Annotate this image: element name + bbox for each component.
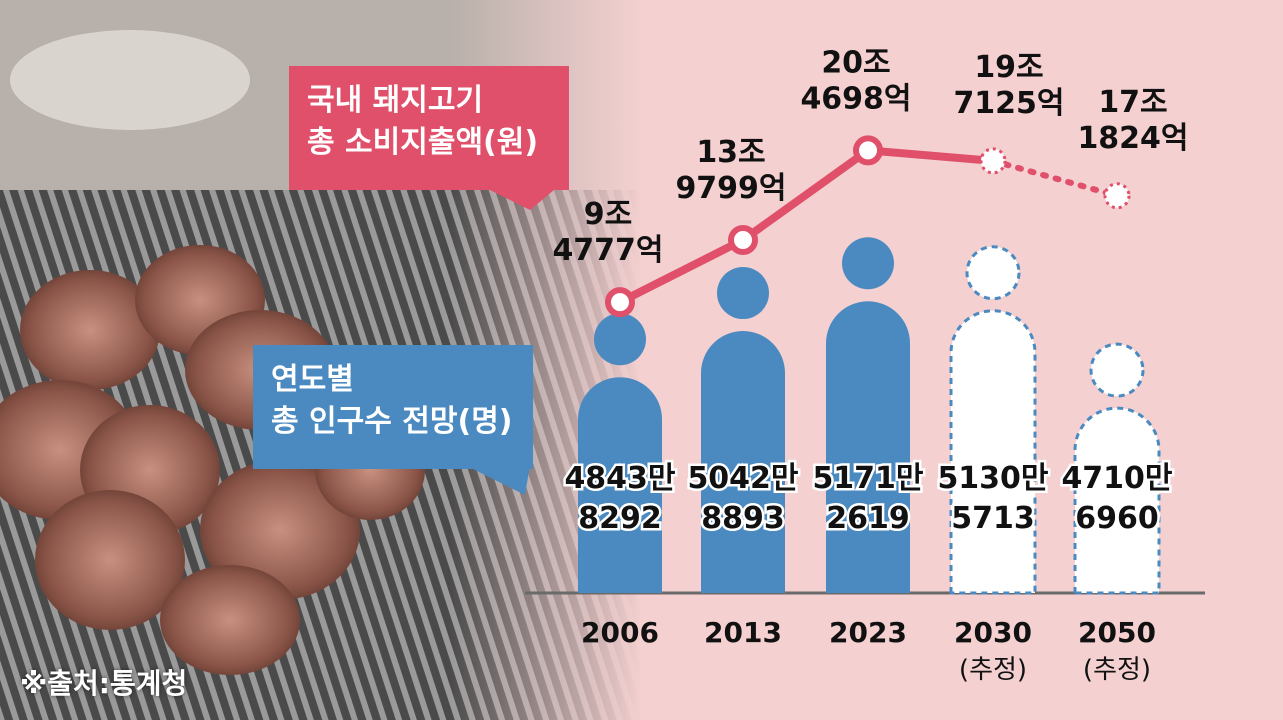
spending-line-segment — [616, 235, 747, 307]
year-label-2023: 2023 — [829, 616, 907, 649]
spending-value-top: 17조 — [1098, 85, 1167, 120]
population-bar-2013 — [701, 331, 785, 593]
pork-title-line2: 총 소비지출액(원) — [307, 125, 539, 160]
spending-point-2050 — [1103, 182, 1131, 210]
population-value-bottom: 2619 — [826, 501, 910, 536]
spending-value-bottom: 4698억 — [800, 81, 911, 116]
spending-point-2023 — [853, 135, 883, 166]
population-bar-2050 — [1073, 406, 1161, 595]
population-callout-tail — [465, 465, 530, 495]
population-value-top: 4710만 — [1061, 461, 1172, 496]
population-value-top: 5171만 — [812, 461, 923, 496]
pork-title-line1: 국내 돼지고기 — [307, 83, 484, 118]
pop-title-line2: 총 인구수 전망(명) — [271, 404, 513, 439]
year-label-2006: 2006 — [581, 616, 659, 649]
population-value-bottom: 8893 — [701, 501, 785, 536]
population-head-2023 — [842, 237, 894, 290]
spending-point-2013 — [728, 224, 758, 255]
spending-value-bottom: 1824억 — [1077, 121, 1188, 156]
population-value-top: 4843만 — [564, 461, 675, 496]
population-value-bottom: 6960 — [1075, 501, 1159, 536]
year-note-2050: (추정) — [1083, 655, 1151, 685]
population-value-bottom: 5713 — [951, 501, 1035, 536]
population-head-2050 — [1089, 342, 1145, 398]
spending-point-2006 — [605, 287, 635, 318]
year-note-2030: (추정) — [959, 655, 1027, 685]
source-note: ※출처:통계청 — [20, 667, 188, 700]
population-head-2030 — [965, 245, 1021, 301]
population-bar-2006 — [578, 377, 662, 593]
population-bar-2023 — [826, 301, 910, 593]
spending-value-top: 13조 — [696, 135, 765, 170]
population-value-top: 5042만 — [687, 461, 798, 496]
population-head-2006 — [594, 313, 646, 366]
year-label-2030: 2030 — [954, 616, 1032, 649]
pork-callout-tail — [480, 185, 560, 210]
spending-line-segment — [739, 146, 872, 244]
pop-title-line1: 연도별 — [271, 362, 354, 397]
spending-value-bottom: 9799억 — [675, 171, 786, 206]
spending-value-bottom: 4777억 — [552, 233, 663, 268]
spending-value-bottom: 7125억 — [953, 86, 1064, 121]
population-bar-2030 — [949, 309, 1037, 595]
pork-spending-title-box: 국내 돼지고기 총 소비지출액(원) — [289, 66, 569, 190]
spending-value-top: 19조 — [974, 50, 1043, 85]
spending-value-top: 9조 — [584, 197, 632, 232]
spending-line-segment — [864, 146, 997, 165]
spending-point-2030 — [979, 147, 1007, 175]
population-value-top: 5130만 — [937, 461, 1048, 496]
spending-value-top: 20조 — [821, 45, 890, 80]
year-label-2013: 2013 — [704, 616, 782, 649]
population-head-2013 — [717, 267, 769, 320]
population-value-bottom: 8292 — [578, 501, 662, 536]
spending-line-segment — [990, 157, 1120, 199]
year-label-2050: 2050 — [1078, 616, 1156, 649]
population-title-box: 연도별 총 인구수 전망(명) — [253, 345, 533, 469]
